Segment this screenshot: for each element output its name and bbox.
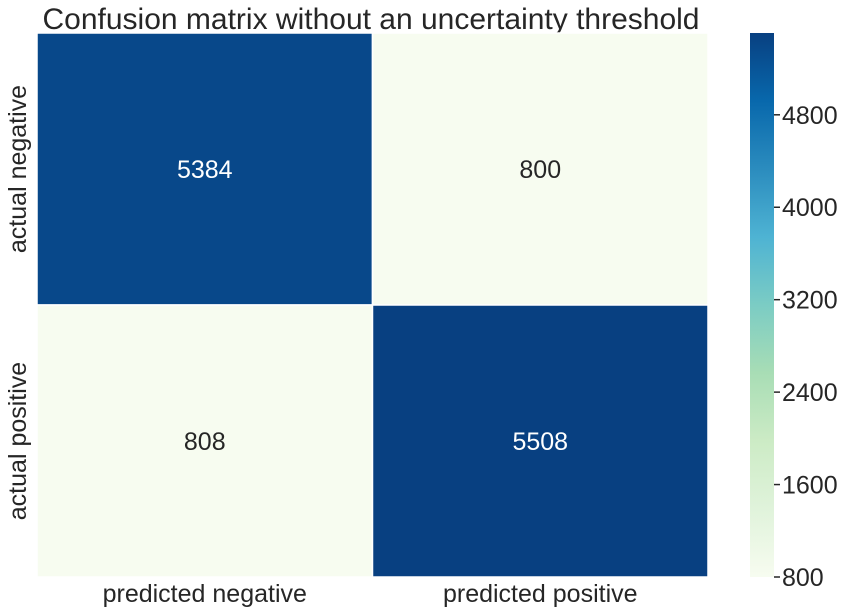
x-tick-label: predicted positive: [443, 580, 638, 608]
colorbar-tick-label: 4800: [782, 102, 838, 130]
cell-annotation: 800: [519, 156, 561, 184]
heatmap-cells: [36, 32, 709, 578]
x-tick-label: predicted negative: [103, 580, 307, 608]
chart-title: Confusion matrix without an uncertainty …: [42, 3, 699, 36]
y-tick-label: actual positive: [4, 362, 32, 520]
colorbar-tick-label: 4000: [782, 194, 838, 222]
y-tick-labels: actual negative actual positive: [4, 85, 32, 520]
colorbar: [750, 33, 774, 577]
cell-annotations: 5384 800 808 5508: [177, 156, 568, 456]
cell-annotation: 5384: [177, 156, 233, 184]
colorbar-ticks: 800 1600 2400 3200 4000 4800: [774, 102, 838, 592]
cell-annotation: 5508: [512, 428, 568, 456]
heatmap-cell: [371, 304, 709, 578]
heatmap-cell: [36, 304, 374, 578]
colorbar-tick-label: 2400: [782, 379, 838, 407]
x-tick-labels: predicted negative predicted positive: [103, 580, 638, 608]
heatmap-cell: [371, 32, 709, 306]
cell-annotation: 808: [184, 428, 226, 456]
heatmap-cell: [36, 32, 374, 306]
y-tick-label: actual negative: [4, 85, 32, 253]
colorbar-tick-label: 1600: [782, 472, 838, 500]
colorbar-tick-label: 3200: [782, 287, 838, 315]
colorbar-tick-label: 800: [782, 564, 824, 592]
